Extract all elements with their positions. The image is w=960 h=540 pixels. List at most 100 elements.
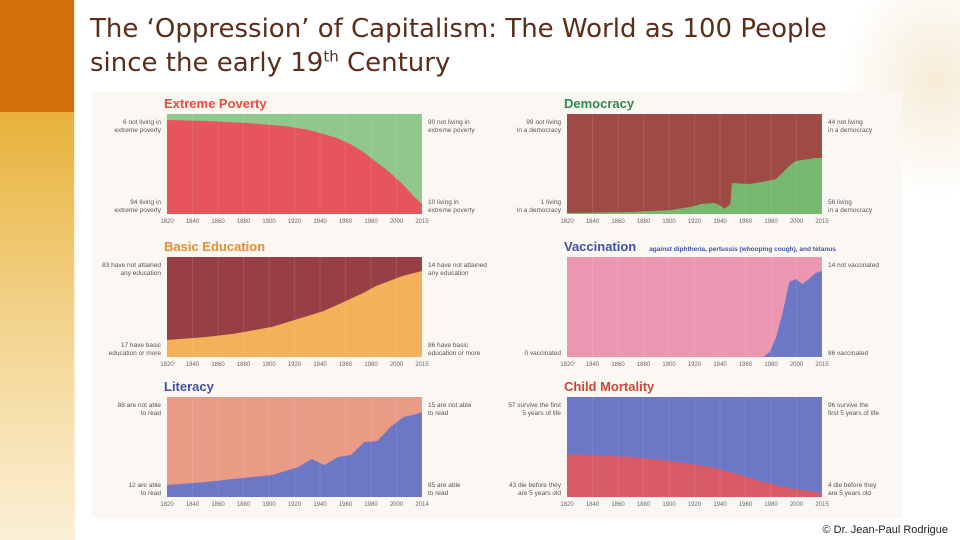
literacy-xtick-label: 1960	[339, 502, 353, 508]
basic-education-annotation-left-top: any education	[121, 270, 162, 277]
democracy-annotation-right-bottom: 56 living	[828, 199, 852, 206]
extreme-poverty-annotation-left-bottom: extreme poverty	[114, 207, 161, 214]
child-mortality-annotation-right-top: first 5 years of life	[828, 410, 879, 417]
extreme-poverty-series-living-in-extreme-poverty	[167, 120, 422, 214]
child-mortality-chart: Child Mortality 1820 1840 1860 1880 1900 1920 1…	[508, 379, 879, 508]
vaccination-xtick-label: 1820	[560, 362, 574, 368]
democracy-annotation-right-bottom: in a democracy	[828, 207, 873, 214]
basic-education-xtick-label: 2000	[390, 362, 404, 368]
democracy-xtick-label: 2000	[790, 219, 804, 225]
democracy-chart: Democracy 1820 1840 1860 1880 1900 1920 1940 196…	[517, 96, 873, 225]
literacy-xtick-label: 2000	[390, 502, 404, 508]
literacy-title: Literacy	[164, 379, 215, 394]
vaccination-xtick-label: 1900	[662, 362, 676, 368]
child-mortality-title: Child Mortality	[564, 379, 655, 394]
basic-education-xtick-label: 1960	[339, 362, 353, 368]
democracy-xtick-label: 1840	[586, 219, 600, 225]
extreme-poverty-title: Extreme Poverty	[164, 96, 267, 111]
vaccination-xtick-label: 1880	[637, 362, 651, 368]
literacy-annotation-left-top: to read	[141, 410, 162, 417]
basic-education-xtick-label: 1840	[186, 362, 200, 368]
vaccination-xtick-label: 1840	[586, 362, 600, 368]
literacy-xtick-label: 2014	[415, 502, 429, 508]
extreme-poverty-annotation-right-bottom: 10 living in	[428, 199, 459, 206]
literacy-series-are-able-to-read	[167, 412, 422, 497]
literacy-annotation-left-bottom: to read	[141, 490, 162, 497]
democracy-annotation-left-top: in a democracy	[517, 127, 562, 134]
democracy-annotation-right-top: in a democracy	[828, 127, 873, 134]
vaccination-xtick-label: 1980	[764, 362, 778, 368]
child-mortality-annotation-left-bottom: 43 die before they	[509, 482, 562, 489]
democracy-xtick-label: 1900	[662, 219, 676, 225]
title-line-2-post: Century	[338, 48, 451, 78]
literacy-chart: Literacy 1820 1840 1860 1880 1900 1920 1940 1960…	[118, 379, 472, 508]
literacy-annotation-left-top: 88 are not able	[118, 402, 162, 409]
child-mortality-annotation-right-bottom: 4 die before they	[828, 482, 877, 489]
basic-education-xtick-label: 1820	[160, 362, 174, 368]
basic-education-xtick-label: 1980	[364, 362, 378, 368]
literacy-annotation-right-bottom: to read	[428, 490, 449, 497]
democracy-xtick-label: 1880	[637, 219, 651, 225]
extreme-poverty-xtick-label: 1920	[288, 219, 302, 225]
child-mortality-xtick-label: 1840	[586, 502, 600, 508]
basic-education-xtick-label: 1940	[313, 362, 327, 368]
vaccination-xtick-label: 1860	[611, 362, 625, 368]
democracy-xtick-label: 1820	[560, 219, 574, 225]
vaccination-title: Vaccination	[564, 239, 636, 254]
extreme-poverty-annotation-left-top: extreme poverty	[114, 127, 161, 134]
basic-education-xtick-label: 2015	[415, 362, 429, 368]
basic-education-annotation-right-top: 14 have not attained	[428, 262, 487, 269]
literacy-annotation-right-bottom: 85 are able	[428, 482, 461, 489]
democracy-xtick-label: 1940	[713, 219, 727, 225]
basic-education-annotation-left-bottom: education or more	[109, 350, 162, 357]
democracy-annotation-left-bottom: in a democracy	[517, 207, 562, 214]
literacy-xtick-label: 1900	[262, 502, 276, 508]
child-mortality-annotation-left-bottom: are 5 years old	[518, 490, 561, 497]
basic-education-series-have-basic-education-or-more	[167, 271, 422, 357]
basic-education-annotation-right-top: any education	[428, 270, 469, 277]
slide-title: The ‘Oppression’ of Capitalism: The Worl…	[90, 12, 950, 80]
basic-education-xtick-label: 1900	[262, 362, 276, 368]
vaccination-annotation-right-bottom: 86 vaccinated	[828, 350, 868, 357]
child-mortality-xtick-label: 1920	[688, 502, 702, 508]
extreme-poverty-xtick-label: 1960	[339, 219, 353, 225]
child-mortality-annotation-right-top: 96 survive the	[828, 402, 869, 409]
democracy-series-living-in-a-democracy	[567, 158, 822, 214]
literacy-annotation-right-top: to read	[428, 410, 449, 417]
child-mortality-xtick-label: 1980	[764, 502, 778, 508]
charts-svg: Extreme Poverty 1820 1840 1860 1880 1900 1920 1…	[102, 96, 880, 508]
extreme-poverty-xtick-label: 2000	[390, 219, 404, 225]
extreme-poverty-xtick-label: 1820	[160, 219, 174, 225]
literacy-xtick-label: 1920	[288, 502, 302, 508]
literacy-xtick-label: 1820	[160, 502, 174, 508]
child-mortality-xtick-label: 1900	[662, 502, 676, 508]
vaccination-xtick-label: 1920	[688, 362, 702, 368]
extreme-poverty-annotation-right-top: 90 not living in	[428, 119, 470, 126]
basic-education-annotation-right-bottom: education or more	[428, 350, 481, 357]
basic-education-xtick-label: 1860	[211, 362, 225, 368]
world-as-100-people-figure: Extreme Poverty 1820 1840 1860 1880 1900 1920 1…	[92, 92, 902, 518]
extreme-poverty-xtick-label: 1940	[313, 219, 327, 225]
child-mortality-xtick-label: 1860	[611, 502, 625, 508]
literacy-annotation-right-top: 15 are not able	[428, 402, 472, 409]
literacy-xtick-label: 1880	[237, 502, 251, 508]
extreme-poverty-xtick-label: 1980	[364, 219, 378, 225]
extreme-poverty-xtick-label: 1860	[211, 219, 225, 225]
vaccination-series-vaccinated	[567, 271, 822, 357]
child-mortality-xtick-label: 2015	[815, 502, 829, 508]
extreme-poverty-xtick-label: 1880	[237, 219, 251, 225]
vaccination-xtick-label: 1940	[713, 362, 727, 368]
vaccination-subtitle: against diphtheria, pertussis (whooping …	[649, 246, 836, 253]
child-mortality-xtick-label: 1880	[637, 502, 651, 508]
extreme-poverty-chart: Extreme Poverty 1820 1840 1860 1880 1900 1920 1…	[114, 96, 475, 225]
vaccination-xtick-label: 1960	[739, 362, 753, 368]
democracy-xtick-label: 1980	[764, 219, 778, 225]
extreme-poverty-xtick-label: 1900	[262, 219, 276, 225]
vaccination-chart: Vaccination against diphtheria, pertussis…	[525, 239, 880, 368]
side-accent-bar	[0, 0, 76, 540]
democracy-annotation-left-bottom: 1 living	[541, 199, 562, 206]
vaccination-xtick-label: 2015	[815, 362, 829, 368]
child-mortality-annotation-left-top: 5 years of life	[522, 410, 561, 417]
vaccination-annotation-left-bottom: 0 vaccinated	[525, 350, 562, 357]
literacy-annotation-left-bottom: 12 are able	[128, 482, 161, 489]
